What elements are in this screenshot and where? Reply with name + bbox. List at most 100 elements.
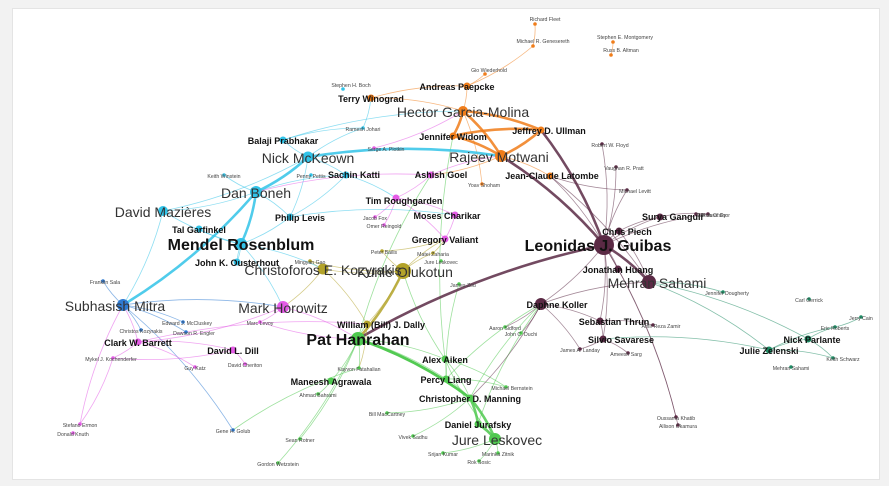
node-koller[interactable] [535,298,547,310]
node-rotner[interactable] [298,437,302,441]
node-okumura[interactable] [676,423,680,427]
node-ousterhout[interactable] [233,258,241,266]
node-sahami[interactable] [642,275,656,289]
node-frankiesala[interactable] [101,279,105,283]
node-ahmadi[interactable] [316,392,320,396]
node-kochenderfer[interactable] [111,356,115,360]
node-manning[interactable] [466,394,474,402]
node-ddill[interactable] [229,346,237,354]
node-mahadevan[interactable] [357,366,361,370]
node-valiant[interactable] [441,235,449,243]
node-winograd[interactable] [367,94,375,102]
node-zitnik[interactable] [496,451,500,455]
node-huang[interactable] [614,265,622,273]
node-fox[interactable] [373,215,377,219]
node-donoho[interactable] [71,431,75,435]
node-zamir[interactable] [651,323,655,327]
node-roughgarden[interactable] [392,194,400,202]
node-goldi[interactable] [231,428,235,432]
node-liang[interactable] [442,375,450,383]
node-montgomery[interactable] [611,40,615,44]
node-dill[interactable] [694,212,698,216]
node-roberts[interactable] [833,325,837,329]
node-barrett[interactable] [134,338,142,346]
node-goel[interactable] [427,171,435,179]
node-shoham[interactable] [480,182,484,186]
node-haumer[interactable] [411,434,415,438]
node-ganguli[interactable] [656,213,664,221]
node-kozyrakis[interactable] [317,263,329,275]
node-garfinkel[interactable] [195,225,203,233]
node-widom[interactable] [449,132,457,140]
node-piech[interactable] [615,227,623,235]
node-bailis[interactable] [380,249,384,253]
node-dror[interactable] [706,212,710,216]
node-parlante[interactable] [804,335,812,343]
node-johari[interactable] [361,126,365,130]
node-zelenski[interactable] [765,346,773,354]
node-ullman[interactable] [537,126,545,134]
node-plotkin[interactable] [372,146,376,150]
node-duchi[interactable] [519,331,523,335]
node-prabhakar[interactable] [279,136,287,144]
node-dougherty[interactable] [721,290,725,294]
node-bernstein[interactable] [504,385,508,389]
node-mcguinness[interactable] [385,411,389,415]
node-zou[interactable] [457,282,461,286]
node-katti[interactable] [342,171,350,179]
node-boneh[interactable] [250,186,262,198]
node-garcia[interactable] [458,106,468,116]
node-wetstein[interactable] [276,461,280,465]
node-latombe[interactable] [546,172,554,180]
node-savarese[interactable] [599,335,607,343]
node-gao[interactable] [308,259,312,263]
node-altman[interactable] [609,53,613,57]
node-reingold[interactable] [382,223,386,227]
coauthor-network-graph[interactable]: Richard Fleet Michael R. Genesereth Stephe… [13,9,879,479]
node-sarg[interactable] [626,351,630,355]
node-guibas[interactable] [594,235,614,255]
node-hohl[interactable] [477,459,481,463]
node-motwani[interactable] [495,150,507,162]
node-ermon[interactable] [78,422,82,426]
node-wiederhold[interactable] [483,72,487,76]
node-mehranlaap[interactable] [789,365,793,369]
node-paepcke[interactable] [463,82,471,90]
node-cain[interactable] [859,315,863,319]
node-charikar[interactable] [451,211,459,219]
node-charlton[interactable] [243,362,247,366]
node-agrawala[interactable] [327,377,335,385]
node-dally[interactable] [363,320,371,328]
node-levoy[interactable] [258,320,262,324]
node-mccluskey[interactable] [181,320,185,324]
node-bennett[interactable] [531,44,535,48]
node-guykatz[interactable] [193,365,197,369]
node-floyd[interactable] [600,142,604,146]
node-leskovec[interactable] [489,433,501,445]
node-rosenblum[interactable] [235,238,247,250]
node-levis[interactable] [286,213,294,221]
node-olukotun[interactable] [395,263,411,279]
node-mazieres[interactable] [158,206,168,216]
node-mckeown[interactable] [302,151,314,163]
node-boch[interactable] [341,87,345,91]
node-winstein[interactable] [222,173,226,177]
node-mitra[interactable] [117,299,129,311]
node-levitt[interactable] [625,188,629,192]
node-khatib[interactable] [674,415,678,419]
node-pratt[interactable] [614,165,618,169]
node-jurafsky[interactable] [474,420,482,428]
node-horowitz[interactable] [277,301,289,313]
node-hanrahan[interactable] [351,332,365,346]
node-landay[interactable] [578,347,582,351]
node-schwarz[interactable] [831,356,835,360]
node-aiken[interactable] [441,355,449,363]
node-perryrossi[interactable] [309,173,313,177]
node-fleet[interactable] [533,22,537,26]
node-aaron[interactable] [503,325,507,329]
node-zaharia[interactable] [431,251,435,255]
node-engler[interactable] [184,330,188,334]
node-thrun[interactable] [596,317,604,325]
node-rosenblum2[interactable] [439,259,443,263]
node-crooks[interactable] [139,328,143,332]
